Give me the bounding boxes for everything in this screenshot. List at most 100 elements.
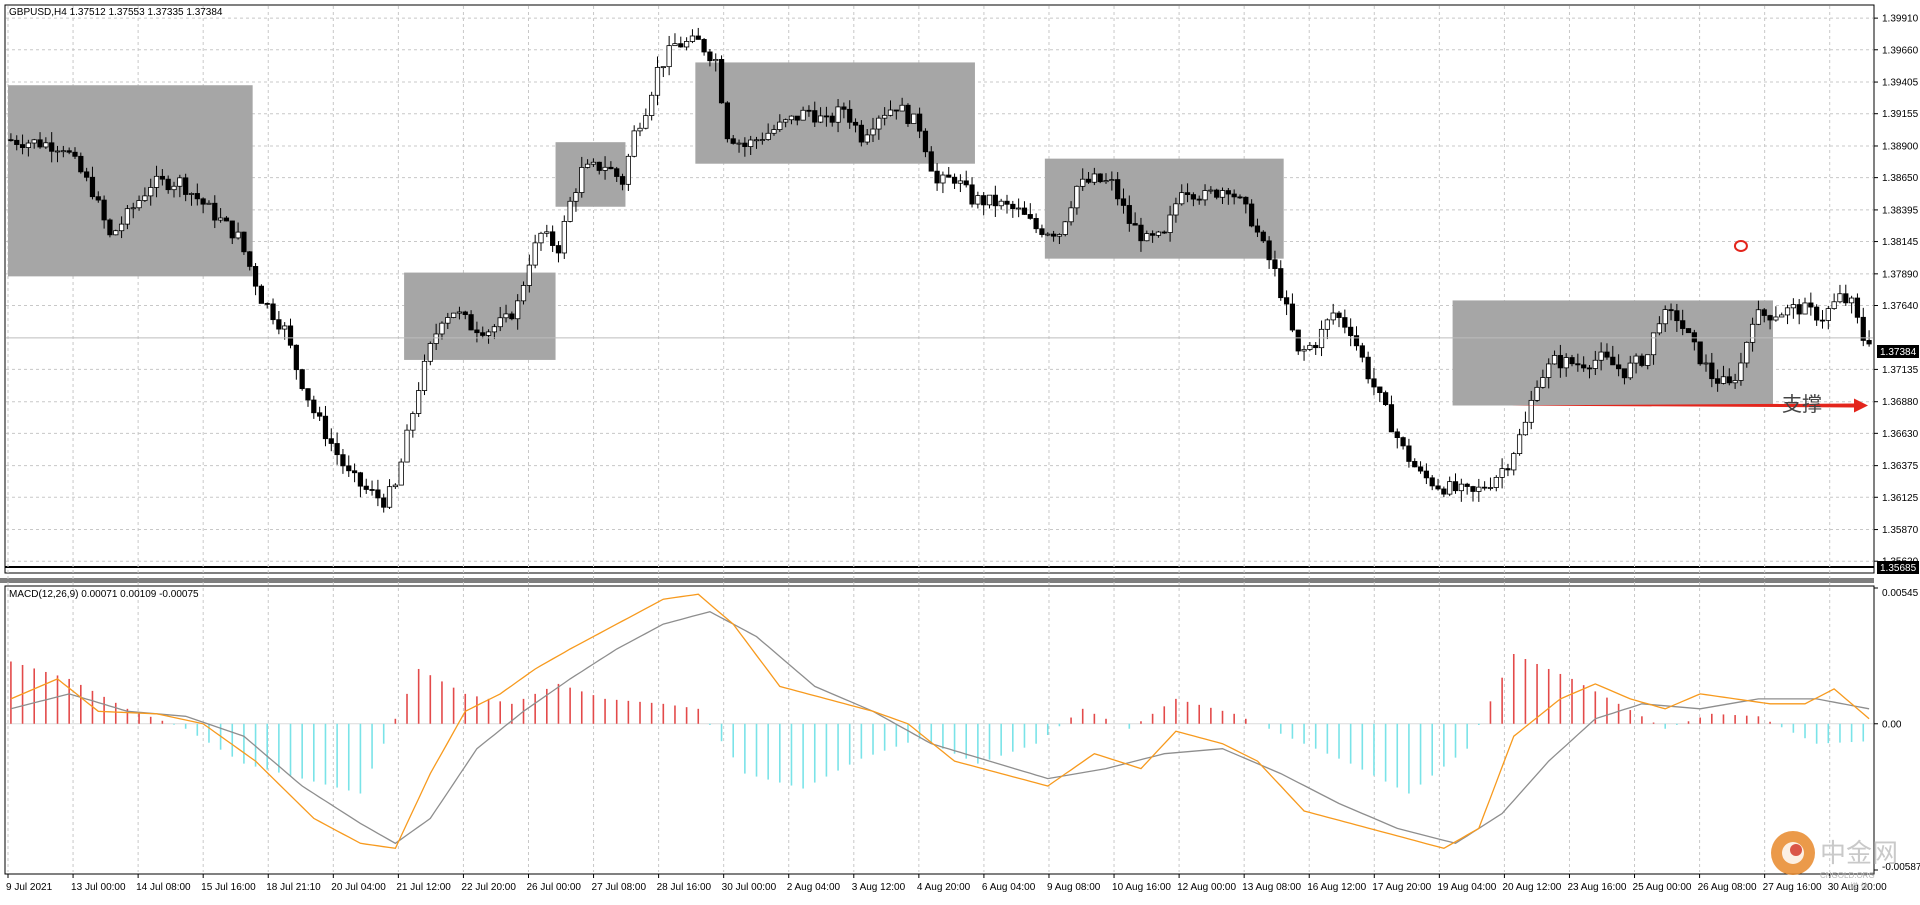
- price-tick-label: 1.37890: [1882, 269, 1919, 280]
- macd-signal-line: [10, 611, 1870, 845]
- lower-bound-tag-text: 1.35685: [1880, 563, 1917, 574]
- candle: [870, 117, 876, 142]
- candle: [252, 263, 259, 296]
- price-tick-label: 1.35870: [1882, 525, 1919, 536]
- watermark: 中金网 CNGOLD.ORG 媒 体: [1771, 831, 1898, 891]
- candle: [765, 123, 771, 141]
- pane-separator[interactable]: [0, 578, 1874, 583]
- consolidation-box: [1044, 158, 1284, 259]
- time-tick-label: 14 Jul 08:00: [136, 882, 191, 893]
- candle: [1685, 328, 1692, 334]
- candle: [43, 137, 49, 149]
- candle: [1097, 173, 1103, 184]
- candle: [375, 479, 381, 507]
- candle: [707, 49, 713, 67]
- candle: [1703, 354, 1709, 372]
- candle: [1790, 298, 1796, 319]
- candle: [89, 166, 96, 200]
- candle: [1050, 230, 1057, 242]
- time-tick-label: 13 Aug 08:00: [1242, 882, 1301, 893]
- candle: [346, 455, 352, 477]
- candle: [1511, 451, 1517, 476]
- time-tick-label: 20 Jul 04:00: [331, 882, 386, 893]
- candle: [1586, 364, 1593, 379]
- candle: [299, 368, 305, 391]
- candle: [672, 33, 678, 47]
- time-tick-label: 21 Jul 12:00: [396, 882, 451, 893]
- candle: [177, 174, 183, 198]
- candle: [876, 115, 882, 140]
- candle: [1406, 438, 1412, 468]
- candle: [1796, 299, 1802, 325]
- candle: [1062, 220, 1068, 237]
- candle: [1359, 342, 1365, 363]
- candle: [730, 134, 736, 145]
- candle: [485, 329, 492, 344]
- candle: [1196, 195, 1202, 205]
- candle: [1260, 230, 1266, 243]
- candle: [986, 194, 993, 209]
- candle: [1645, 354, 1651, 370]
- price-pane-frame: [4, 4, 1875, 574]
- candle: [1569, 354, 1575, 367]
- price-tick-label: 1.36880: [1882, 397, 1919, 408]
- candle: [416, 382, 422, 417]
- time-tick-label: 23 Aug 16:00: [1567, 882, 1626, 893]
- candle: [619, 173, 626, 191]
- candle: [1825, 305, 1831, 330]
- price-tick-label: 1.39910: [1882, 14, 1919, 25]
- candle: [1155, 230, 1162, 238]
- candle: [124, 204, 131, 230]
- candle: [957, 174, 964, 193]
- candle: [1289, 293, 1296, 333]
- price-tick-label: 1.38900: [1882, 141, 1919, 152]
- candle: [1575, 353, 1581, 372]
- candle: [1662, 305, 1668, 332]
- candle: [433, 323, 439, 350]
- candle: [1656, 316, 1663, 336]
- current-price-tag-text: 1.37384: [1880, 347, 1917, 358]
- candle: [153, 165, 160, 198]
- candle: [1278, 260, 1284, 301]
- macd-main-line: [10, 593, 1870, 850]
- candle: [1749, 317, 1756, 352]
- candle: [701, 38, 707, 56]
- candle: [1231, 189, 1237, 205]
- candle: [590, 158, 597, 168]
- candle: [742, 137, 748, 157]
- candle: [200, 197, 206, 214]
- candle: [683, 37, 690, 51]
- time-tick-label: 12 Aug 00:00: [1177, 882, 1236, 893]
- candle: [421, 354, 428, 396]
- candle: [1184, 183, 1191, 203]
- price-tick-label: 1.36630: [1882, 429, 1919, 440]
- macd-header: MACD(12,26,9) 0.00071 0.00109 -0.00075: [9, 589, 199, 600]
- candle: [1802, 297, 1808, 315]
- candle: [212, 195, 218, 229]
- candle: [1173, 197, 1179, 223]
- candle: [1423, 463, 1430, 485]
- candle: [544, 224, 550, 238]
- candle: [887, 100, 894, 117]
- candle: [1592, 350, 1598, 376]
- candle: [520, 281, 527, 305]
- macd-tick-label: 0.00: [1882, 719, 1902, 730]
- candle: [1720, 365, 1727, 385]
- candle: [981, 192, 987, 216]
- candle: [666, 35, 672, 76]
- candle: [118, 216, 125, 239]
- candle: [1522, 411, 1529, 436]
- candle: [718, 55, 725, 104]
- candle: [136, 195, 142, 211]
- candle: [1214, 188, 1220, 200]
- macd-plot: [6, 593, 1873, 850]
- candle: [1528, 390, 1534, 430]
- price-tick-label: 1.37640: [1882, 301, 1919, 312]
- candle: [550, 225, 556, 252]
- candle: [357, 471, 364, 498]
- candle: [835, 99, 841, 133]
- candle: [1854, 293, 1861, 324]
- candle: [445, 312, 451, 329]
- candle: [1004, 194, 1010, 214]
